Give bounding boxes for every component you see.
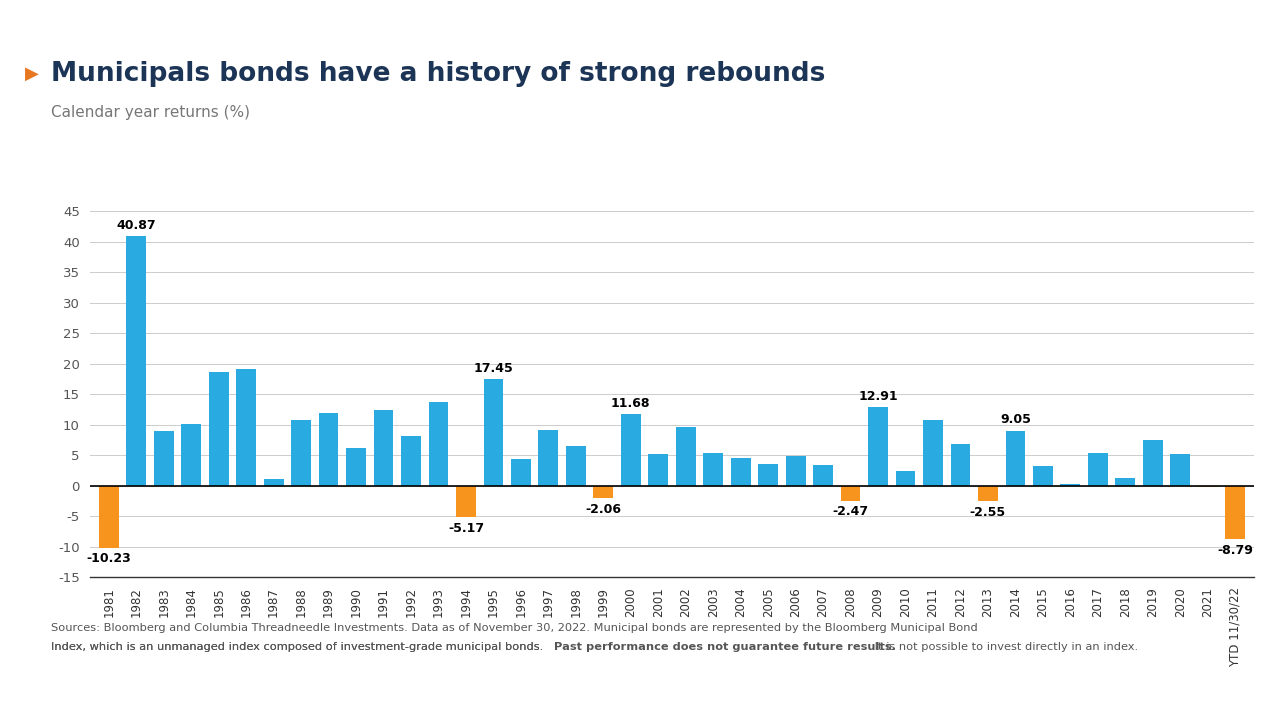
Text: 9.05: 9.05 bbox=[1000, 413, 1030, 427]
Bar bbox=[182, 424, 201, 486]
Text: Index, which is an unmanaged index composed of investment-grade municipal bonds.: Index, which is an unmanaged index compo… bbox=[51, 642, 547, 652]
Bar bbox=[127, 237, 146, 486]
Bar bbox=[731, 458, 750, 486]
Bar bbox=[99, 486, 119, 548]
Text: 17.45: 17.45 bbox=[474, 362, 513, 375]
Text: -2.47: -2.47 bbox=[832, 505, 869, 518]
Bar bbox=[154, 431, 174, 486]
Text: -2.55: -2.55 bbox=[970, 505, 1006, 519]
Bar bbox=[1088, 453, 1107, 486]
Bar bbox=[923, 420, 943, 486]
Text: ▶: ▶ bbox=[26, 65, 38, 83]
Bar bbox=[649, 455, 668, 486]
Bar bbox=[621, 415, 641, 486]
Bar bbox=[703, 453, 723, 486]
Text: -5.17: -5.17 bbox=[448, 522, 484, 534]
Bar bbox=[319, 413, 338, 486]
Text: Municipals bonds have a history of strong rebounds: Municipals bonds have a history of stron… bbox=[51, 61, 826, 87]
Bar bbox=[1033, 465, 1052, 486]
Bar bbox=[676, 427, 695, 486]
Text: Sources: Bloomberg and Columbia Threadneedle Investments. Data as of November 30: Sources: Bloomberg and Columbia Threadne… bbox=[51, 623, 978, 633]
Text: Calendar year returns (%): Calendar year returns (%) bbox=[51, 105, 250, 120]
Text: Past performance does not guarantee future results.: Past performance does not guarantee futu… bbox=[554, 642, 896, 652]
Bar bbox=[841, 486, 860, 501]
Bar bbox=[511, 459, 531, 486]
Bar bbox=[1225, 486, 1245, 539]
Bar bbox=[566, 446, 586, 486]
Bar bbox=[429, 403, 448, 486]
Bar bbox=[1143, 440, 1162, 486]
Bar bbox=[1006, 431, 1025, 486]
Bar bbox=[978, 486, 998, 501]
Bar bbox=[594, 486, 613, 498]
Text: 12.91: 12.91 bbox=[858, 390, 897, 403]
Bar bbox=[868, 407, 888, 486]
Bar bbox=[484, 379, 503, 486]
Bar bbox=[401, 436, 421, 486]
Text: -10.23: -10.23 bbox=[87, 553, 132, 565]
Bar bbox=[539, 429, 558, 486]
Bar bbox=[786, 456, 805, 486]
Bar bbox=[896, 471, 915, 486]
Bar bbox=[1170, 454, 1190, 486]
Bar bbox=[813, 465, 833, 486]
Bar bbox=[374, 410, 393, 486]
Bar bbox=[758, 464, 778, 486]
Bar bbox=[456, 486, 476, 517]
Text: 40.87: 40.87 bbox=[116, 219, 156, 232]
Bar bbox=[292, 420, 311, 486]
Text: Index, which is an unmanaged index composed of investment-grade municipal bonds.: Index, which is an unmanaged index compo… bbox=[51, 642, 547, 652]
Text: -2.06: -2.06 bbox=[585, 503, 621, 515]
Bar bbox=[237, 369, 256, 486]
Bar bbox=[951, 444, 970, 486]
Bar bbox=[1115, 478, 1135, 486]
Bar bbox=[346, 448, 366, 486]
Bar bbox=[264, 479, 284, 486]
Bar bbox=[1060, 484, 1080, 486]
Bar bbox=[209, 372, 229, 486]
Text: 11.68: 11.68 bbox=[611, 397, 650, 410]
Text: -8.79: -8.79 bbox=[1217, 543, 1253, 557]
Text: It is not possible to invest directly in an index.: It is not possible to invest directly in… bbox=[870, 642, 1138, 652]
